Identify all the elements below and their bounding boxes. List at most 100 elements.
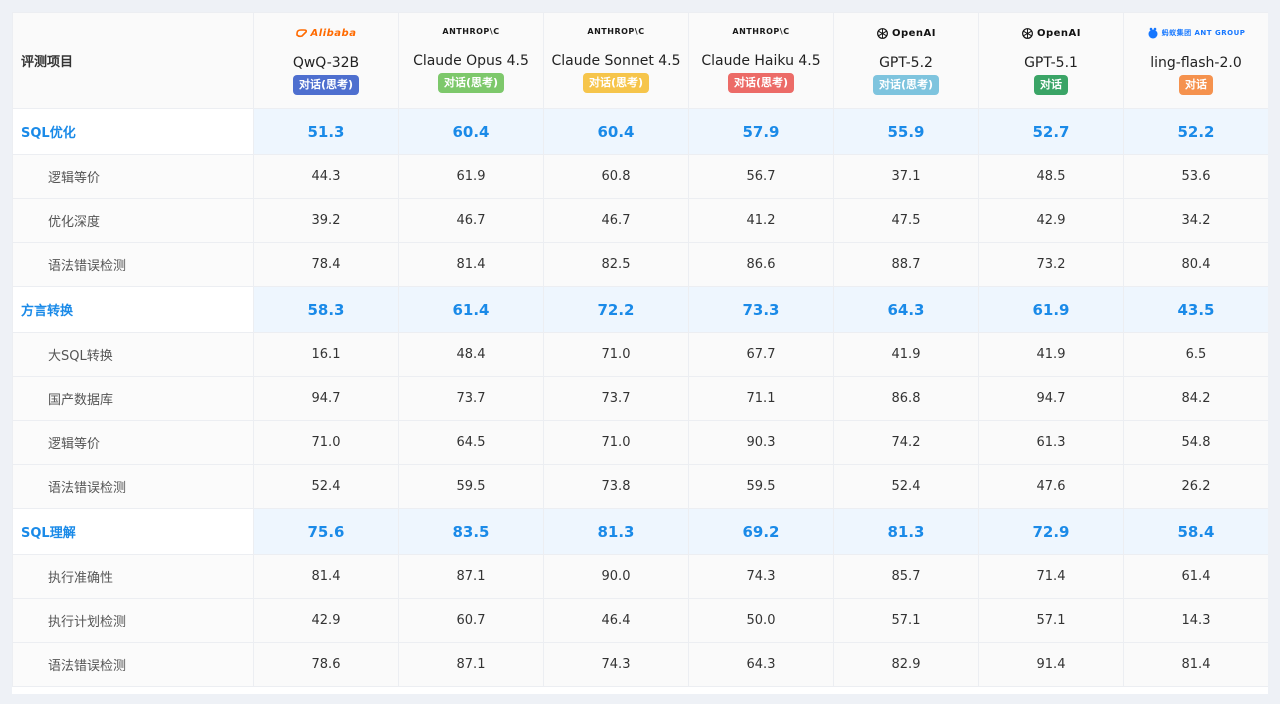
subitem-row: 语法错误检测 78.4 81.4 82.5 86.6 88.7 73.2 80.4 — [12, 242, 1268, 287]
category-score: 75.6 — [253, 508, 399, 555]
score-cell: 74.2 — [833, 420, 979, 465]
table-body: SQL优化 51.3 60.4 60.4 57.9 55.9 52.7 52.2 逻辑等价 44.… — [12, 108, 1268, 687]
openai-logo-icon — [876, 27, 889, 40]
logo-text: ANTHROP\C — [732, 26, 790, 36]
subitem-name: 优化深度 — [12, 198, 254, 243]
model-header: Alibaba QwQ-32B 对话(思考) — [253, 12, 399, 109]
logo-text: ANTHROP\C — [587, 26, 645, 36]
mode-badge: 对话 — [1034, 75, 1068, 95]
logo-text: ANTHROP\C — [442, 26, 500, 36]
score-cell: 47.5 — [833, 198, 979, 243]
subitem-name: 语法错误检测 — [12, 642, 254, 687]
ant-logo: 蚂蚁集团 ANT GROUP — [1124, 26, 1268, 40]
subitem-row: 语法错误检测 52.4 59.5 73.8 59.5 52.4 47.6 26.2 — [12, 464, 1268, 509]
model-name: GPT-5.1 — [1024, 55, 1078, 71]
model-header: ANTHROP\C Claude Haiku 4.5 对话(思考) — [688, 12, 834, 109]
category-score: 43.5 — [1123, 286, 1268, 333]
score-cell: 81.4 — [398, 242, 544, 287]
score-cell: 54.8 — [1123, 420, 1268, 465]
score-cell: 14.3 — [1123, 598, 1268, 643]
anthropic-logo: ANTHROP\C — [399, 24, 543, 38]
score-cell: 71.0 — [543, 332, 689, 377]
openai-logo-icon — [1021, 27, 1034, 40]
subitem-row: 执行计划检测 42.9 60.7 46.4 50.0 57.1 57.1 14.3 — [12, 598, 1268, 643]
category-name: SQL优化 — [12, 108, 254, 155]
subitem-row: 国产数据库 94.7 73.7 73.7 71.1 86.8 94.7 84.2 — [12, 376, 1268, 421]
model-header: OpenAI GPT-5.1 对话 — [978, 12, 1124, 109]
category-row: SQL优化 51.3 60.4 60.4 57.9 55.9 52.7 52.2 — [12, 108, 1268, 155]
score-cell: 64.3 — [688, 642, 834, 687]
category-score: 55.9 — [833, 108, 979, 155]
score-cell: 60.7 — [398, 598, 544, 643]
category-row: 方言转换 58.3 61.4 72.2 73.3 64.3 61.9 43.5 — [12, 286, 1268, 333]
score-cell: 59.5 — [688, 464, 834, 509]
score-cell: 61.4 — [1123, 554, 1268, 599]
score-cell: 57.1 — [833, 598, 979, 643]
score-cell: 46.7 — [543, 198, 689, 243]
score-cell: 41.9 — [833, 332, 979, 377]
subitem-name: 国产数据库 — [12, 376, 254, 421]
score-cell: 46.7 — [398, 198, 544, 243]
score-cell: 59.5 — [398, 464, 544, 509]
model-header: OpenAI GPT-5.2 对话(思考) — [833, 12, 979, 109]
mode-badge: 对话(思考) — [292, 75, 360, 95]
subitem-row: 语法错误检测 78.6 87.1 74.3 64.3 82.9 91.4 81.4 — [12, 642, 1268, 687]
category-score: 64.3 — [833, 286, 979, 333]
logo-text: OpenAI — [891, 27, 937, 39]
model-header: 蚂蚁集团 ANT GROUP ling-flash-2.0 对话 — [1123, 12, 1268, 109]
category-score: 61.9 — [978, 286, 1124, 333]
score-cell: 44.3 — [253, 154, 399, 199]
score-cell: 6.5 — [1123, 332, 1268, 377]
ant-logo-icon — [1147, 27, 1159, 39]
score-cell: 47.6 — [978, 464, 1124, 509]
score-cell: 61.3 — [978, 420, 1124, 465]
score-cell: 74.3 — [688, 554, 834, 599]
score-cell: 16.1 — [253, 332, 399, 377]
category-score: 81.3 — [543, 508, 689, 555]
category-score: 60.4 — [398, 108, 544, 155]
subitem-name: 大SQL转换 — [12, 332, 254, 377]
mode-badge: 对话(思考) — [437, 73, 505, 93]
score-cell: 81.4 — [253, 554, 399, 599]
category-row: SQL理解 75.6 83.5 81.3 69.2 81.3 72.9 58.4 — [12, 508, 1268, 555]
subitem-row: 逻辑等价 71.0 64.5 71.0 90.3 74.2 61.3 54.8 — [12, 420, 1268, 465]
alibaba-logo-icon — [295, 28, 308, 38]
subitem-name: 语法错误检测 — [12, 464, 254, 509]
score-cell: 88.7 — [833, 242, 979, 287]
logo-text: Alibaba — [310, 27, 357, 39]
score-cell: 37.1 — [833, 154, 979, 199]
benchmark-table: 评测项目 Alibaba QwQ-32B 对话(思考) ANTHROP\C Claude… — [12, 12, 1268, 687]
score-cell: 74.3 — [543, 642, 689, 687]
category-score: 60.4 — [543, 108, 689, 155]
score-cell: 84.2 — [1123, 376, 1268, 421]
logo-text: 蚂蚁集团 ANT GROUP — [1161, 28, 1246, 37]
openai-logo: OpenAI — [834, 26, 978, 40]
score-cell: 90.3 — [688, 420, 834, 465]
category-score: 58.3 — [253, 286, 399, 333]
alibaba-logo: Alibaba — [254, 26, 398, 40]
subitem-name: 逻辑等价 — [12, 154, 254, 199]
score-cell: 71.1 — [688, 376, 834, 421]
score-cell: 56.7 — [688, 154, 834, 199]
score-cell: 94.7 — [253, 376, 399, 421]
model-name: Claude Sonnet 4.5 — [551, 53, 681, 69]
category-score: 52.2 — [1123, 108, 1268, 155]
score-cell: 42.9 — [253, 598, 399, 643]
model-header: ANTHROP\C Claude Opus 4.5 对话(思考) — [398, 12, 544, 109]
subitem-name: 逻辑等价 — [12, 420, 254, 465]
score-cell: 78.4 — [253, 242, 399, 287]
category-score: 51.3 — [253, 108, 399, 155]
category-score: 61.4 — [398, 286, 544, 333]
category-name: 方言转换 — [12, 286, 254, 333]
score-cell: 46.4 — [543, 598, 689, 643]
score-cell: 73.7 — [398, 376, 544, 421]
category-score: 83.5 — [398, 508, 544, 555]
score-cell: 61.9 — [398, 154, 544, 199]
score-cell: 91.4 — [978, 642, 1124, 687]
score-cell: 81.4 — [1123, 642, 1268, 687]
openai-logo: OpenAI — [979, 26, 1123, 40]
category-score: 57.9 — [688, 108, 834, 155]
score-cell: 52.4 — [833, 464, 979, 509]
subitem-name: 语法错误检测 — [12, 242, 254, 287]
score-cell: 71.0 — [543, 420, 689, 465]
